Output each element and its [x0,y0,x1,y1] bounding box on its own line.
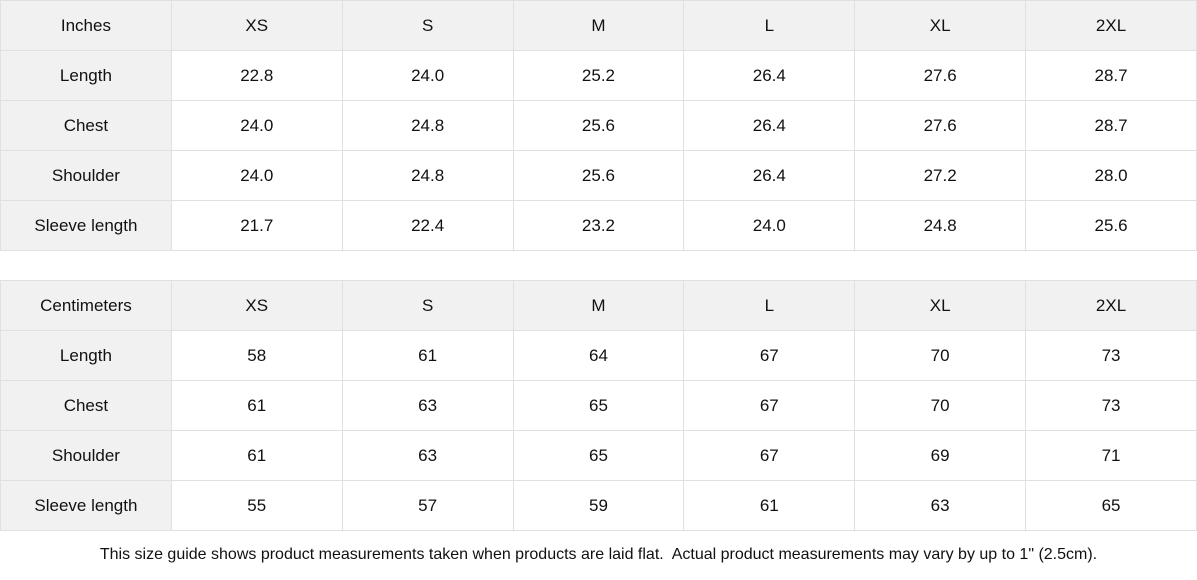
value-cell: 24.0 [341,50,514,101]
value-cell: 26.4 [683,50,856,101]
value-cell: 26.4 [683,100,856,151]
measurement-row: Chest 24.0 24.8 25.6 26.4 27.6 28.7 [0,100,1197,151]
size-header-cell: XL [854,0,1027,51]
value-cell: 69 [854,430,1027,481]
measurement-row: Sleeve length 55 57 59 61 63 65 [0,480,1197,531]
size-header-cell: S [341,280,514,331]
unit-header-cell: Inches [0,0,172,51]
value-cell: 24.0 [170,150,343,201]
measurement-row: Length 22.8 24.0 25.2 26.4 27.6 28.7 [0,50,1197,101]
value-cell: 61 [683,480,856,531]
row-label-cell: Length [0,330,172,381]
measurement-row: Chest 61 63 65 67 70 73 [0,380,1197,431]
value-cell: 55 [170,480,343,531]
row-label-cell: Shoulder [0,430,172,481]
size-header-row: Centimeters XS S M L XL 2XL [0,280,1197,331]
size-header-cell: L [683,280,856,331]
size-table-centimeters: Centimeters XS S M L XL 2XL Length 58 61 64 67 70 73 C… [0,280,1197,531]
value-cell: 70 [854,380,1027,431]
value-cell: 57 [341,480,514,531]
value-cell: 73 [1025,380,1197,431]
value-cell: 28.7 [1025,50,1197,101]
value-cell: 21.7 [170,200,343,251]
value-cell: 67 [683,330,856,381]
value-cell: 64 [512,330,685,381]
size-header-cell: XS [170,0,343,51]
size-header-row: Inches XS S M L XL 2XL [0,0,1197,51]
size-header-cell: 2XL [1025,280,1197,331]
value-cell: 27.2 [854,150,1027,201]
value-cell: 58 [170,330,343,381]
value-cell: 59 [512,480,685,531]
value-cell: 63 [854,480,1027,531]
value-cell: 22.4 [341,200,514,251]
row-label-cell: Length [0,50,172,101]
value-cell: 26.4 [683,150,856,201]
value-cell: 61 [341,330,514,381]
size-header-cell: 2XL [1025,0,1197,51]
row-label-cell: Shoulder [0,150,172,201]
row-label-cell: Sleeve length [0,480,172,531]
value-cell: 27.6 [854,100,1027,151]
value-cell: 28.7 [1025,100,1197,151]
value-cell: 63 [341,430,514,481]
size-header-cell: L [683,0,856,51]
value-cell: 61 [170,380,343,431]
value-cell: 61 [170,430,343,481]
value-cell: 23.2 [512,200,685,251]
value-cell: 25.6 [1025,200,1197,251]
value-cell: 25.6 [512,150,685,201]
measurement-row: Shoulder 61 63 65 67 69 71 [0,430,1197,481]
size-header-cell: XS [170,280,343,331]
value-cell: 65 [1025,480,1197,531]
value-cell: 24.0 [170,100,343,151]
value-cell: 27.6 [854,50,1027,101]
value-cell: 25.2 [512,50,685,101]
size-guide-note: This size guide shows product measuremen… [0,531,1197,579]
size-table-inches: Inches XS S M L XL 2XL Length 22.8 24.0 25.2 26.4 27… [0,0,1197,251]
value-cell: 24.8 [854,200,1027,251]
value-cell: 28.0 [1025,150,1197,201]
unit-header-cell: Centimeters [0,280,172,331]
measurement-row: Length 58 61 64 67 70 73 [0,330,1197,381]
value-cell: 71 [1025,430,1197,481]
value-cell: 22.8 [170,50,343,101]
measurement-row: Sleeve length 21.7 22.4 23.2 24.0 24.8 25.6 [0,200,1197,251]
value-cell: 70 [854,330,1027,381]
value-cell: 65 [512,380,685,431]
value-cell: 24.8 [341,150,514,201]
value-cell: 24.0 [683,200,856,251]
size-header-cell: XL [854,280,1027,331]
table-spacer [0,251,1197,280]
row-label-cell: Sleeve length [0,200,172,251]
value-cell: 63 [341,380,514,431]
value-cell: 67 [683,380,856,431]
row-label-cell: Chest [0,100,172,151]
measurement-row: Shoulder 24.0 24.8 25.6 26.4 27.2 28.0 [0,150,1197,201]
row-label-cell: Chest [0,380,172,431]
size-header-cell: M [512,0,685,51]
value-cell: 67 [683,430,856,481]
value-cell: 24.8 [341,100,514,151]
value-cell: 25.6 [512,100,685,151]
size-header-cell: S [341,0,514,51]
value-cell: 73 [1025,330,1197,381]
value-cell: 65 [512,430,685,481]
size-header-cell: M [512,280,685,331]
